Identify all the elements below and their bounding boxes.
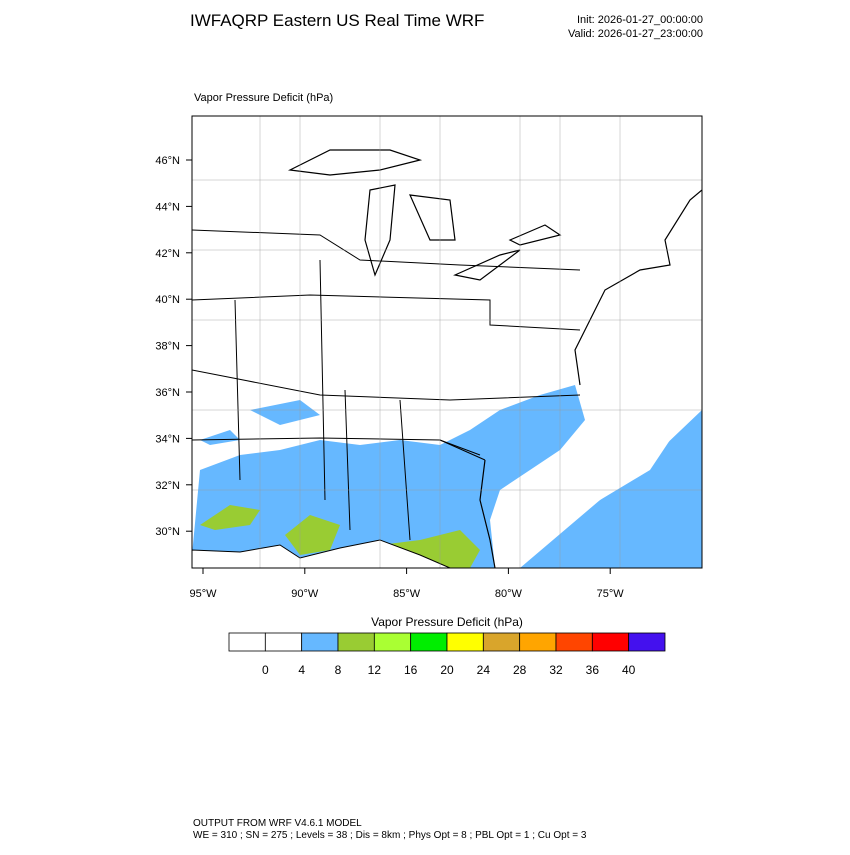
- colorbar-title: Vapor Pressure Deficit (hPa): [371, 615, 523, 629]
- colorbar-label: 4: [298, 663, 305, 677]
- map-frame: [191, 115, 703, 569]
- colorbar-box: [628, 632, 666, 652]
- colorbar-label: 0: [262, 663, 269, 677]
- valid-time: Valid: 2026-01-27_23:00:00: [568, 28, 703, 40]
- colorbar-label: 36: [586, 663, 600, 677]
- colorbar-box: [482, 632, 521, 652]
- lat-label: 30°N: [155, 526, 180, 538]
- colorbar-box: [446, 632, 484, 652]
- colorbar-box: [555, 632, 593, 652]
- lat-label: 44°N: [155, 201, 180, 213]
- footer-line: OUTPUT FROM WRF V4.6.1 MODEL: [193, 818, 362, 829]
- lon-label: 75°W: [597, 588, 625, 600]
- lat-label: 42°N: [155, 248, 180, 260]
- init-time: Init: 2026-01-27_00:00:00: [577, 14, 703, 26]
- colorbar-box: [301, 632, 339, 652]
- map-layer: [192, 116, 702, 568]
- colorbar-box: [591, 632, 630, 652]
- footer-line: WE = 310 ; SN = 275 ; Levels = 38 ; Dis …: [193, 830, 587, 841]
- colorbar-label: 16: [404, 663, 418, 677]
- lat-label: 36°N: [155, 387, 180, 399]
- lat-label: 32°N: [155, 480, 180, 492]
- colorbar-box: [519, 632, 557, 652]
- title: IWFAQRP Eastern US Real Time WRF: [190, 11, 484, 30]
- map-subtitle: Vapor Pressure Deficit (hPa): [194, 92, 333, 104]
- colorbar-box: [264, 632, 303, 652]
- colorbar-label: 20: [440, 663, 454, 677]
- colorbar-label: 24: [477, 663, 491, 677]
- lon-label: 90°W: [291, 588, 319, 600]
- lon-label: 80°W: [495, 588, 523, 600]
- lon-label: 95°W: [189, 588, 217, 600]
- colorbar-box: [337, 632, 375, 652]
- lat-label: 38°N: [155, 341, 180, 353]
- colorbar-label: 8: [335, 663, 342, 677]
- lon-label: 85°W: [393, 588, 421, 600]
- colorbar-label: 28: [513, 663, 527, 677]
- colorbar-box: [228, 632, 266, 652]
- colorbar-label: 40: [622, 663, 636, 677]
- lat-label: 46°N: [155, 155, 180, 167]
- colorbar-label: 32: [549, 663, 563, 677]
- colorbar-box: [410, 632, 448, 652]
- lat-label: 34°N: [155, 433, 180, 445]
- colorbar-label: 12: [368, 663, 382, 677]
- lat-label: 40°N: [155, 294, 180, 306]
- colorbar-box: [373, 632, 412, 652]
